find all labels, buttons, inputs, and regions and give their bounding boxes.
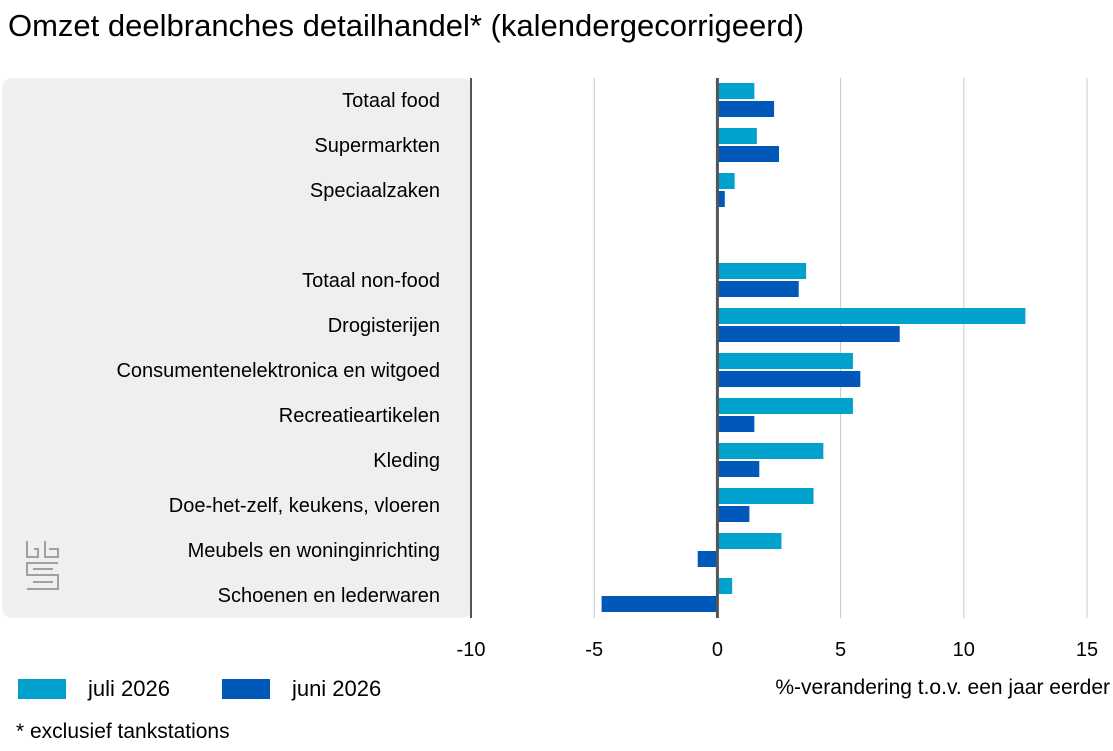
legend-item-juli: juli 2026 — [18, 676, 170, 702]
x-tick-label: 5 — [835, 639, 846, 661]
bar — [601, 596, 718, 612]
bar — [717, 263, 807, 279]
category-label: Speciaalzaken — [310, 180, 440, 202]
legend: juli 2026 juni 2026 — [18, 676, 433, 702]
bar — [717, 191, 725, 207]
bar — [717, 83, 755, 99]
legend-label-juli: juli 2026 — [88, 676, 170, 701]
category-panel — [2, 78, 472, 618]
bar — [717, 281, 799, 297]
bar — [717, 371, 861, 387]
bar — [717, 506, 750, 522]
cbs-logo-icon — [26, 541, 59, 590]
bar — [717, 416, 755, 432]
legend-label-juni: juni 2026 — [291, 676, 382, 701]
bar — [717, 488, 814, 504]
bars — [601, 83, 1026, 612]
bar — [717, 308, 1026, 324]
category-label: Schoenen en lederwaren — [218, 585, 440, 607]
bar — [717, 101, 775, 117]
x-tick-label: -10 — [457, 639, 486, 661]
x-tick-label: -5 — [585, 639, 603, 661]
category-labels: Totaal food Supermarkten Speciaalzaken Tota… — [116, 90, 440, 607]
legend-swatch-juni — [221, 679, 270, 699]
x-tick-label: 10 — [953, 639, 975, 661]
x-tick-labels: -10 -5 0 5 10 15 — [457, 639, 1099, 661]
category-label: Doe-het-zelf, keukens, vloeren — [169, 495, 440, 517]
category-label: Recreatieartikelen — [279, 405, 440, 427]
gridlines — [593, 78, 1088, 618]
category-label: Consumentenelektronica en witgoed — [116, 360, 440, 382]
x-tick-label: 15 — [1076, 639, 1098, 661]
category-label: Kleding — [373, 450, 440, 472]
bar — [717, 443, 824, 459]
category-label: Totaal non-food — [302, 270, 440, 292]
bar — [717, 173, 735, 189]
bar — [717, 461, 760, 477]
bar — [717, 398, 853, 414]
category-label: Drogisterijen — [328, 315, 440, 337]
legend-item-juni: juni 2026 — [221, 676, 382, 702]
bar — [717, 128, 757, 144]
bar — [717, 146, 779, 162]
bar — [717, 578, 733, 594]
chart-title: Omzet deelbranches detailhandel* (kalend… — [8, 8, 805, 43]
bar — [717, 326, 900, 342]
category-label: Totaal food — [342, 90, 440, 112]
legend-swatch-juli — [18, 679, 66, 699]
x-axis-label: %-verandering t.o.v. een jaar eerder — [775, 676, 1110, 699]
bar — [697, 551, 718, 567]
category-label: Supermarkten — [314, 135, 440, 157]
category-label: Meubels en woninginrichting — [188, 540, 440, 562]
x-tick-label: 0 — [712, 639, 723, 661]
footnote: * exclusief tankstations — [16, 720, 230, 743]
bar — [717, 533, 782, 549]
bar — [717, 353, 853, 369]
